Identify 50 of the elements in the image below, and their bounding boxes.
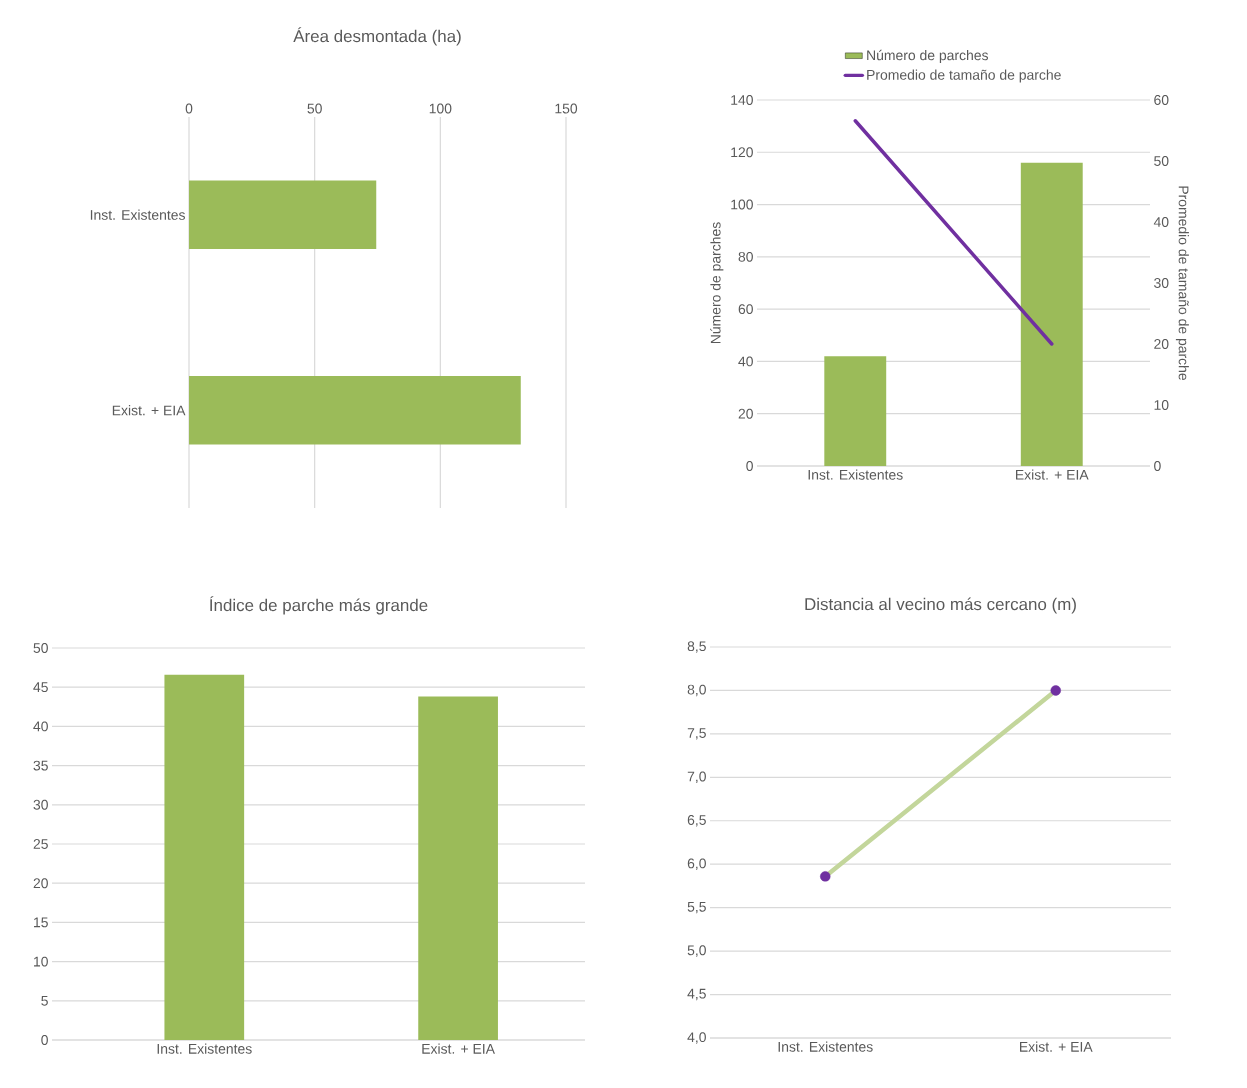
y2-tick-label: 10 [1154,400,1169,410]
y2-tick-label: 50 [1154,156,1169,166]
y-tick-label: 120 [731,147,753,158]
y-tick-label: 30 [33,799,48,810]
y2-tick-label: 30 [1154,278,1169,288]
y-tick-label: 60 [738,304,753,315]
x-tick-label: Exist. + EIA [422,1043,495,1054]
x-tick-label: Exist. + EIA [1020,1041,1093,1052]
x-tick-label: Inst. Existentes [157,1043,252,1054]
chart-title: Índice de parche más grande [209,596,428,615]
legend-label: Número de parches [867,49,989,63]
y-tick-label: 6,0 [687,858,706,870]
x-tick-label: Inst. Existentes [778,1041,873,1052]
y-tick-label: 8,5 [687,641,706,653]
x-tick-label: 50 [307,103,322,114]
y-tick-label: 0 [746,461,753,471]
y-tick-label: 80 [738,251,753,262]
y-tick-label: 25 [33,839,48,849]
y-tick-label: 50 [33,643,48,653]
x-tick-label: 150 [555,103,578,114]
y-tick-label: 7,0 [687,771,706,784]
y-tick-label: 7,5 [687,728,706,740]
y-tick-label: 40 [738,356,753,367]
y-tick-label: 4,0 [687,1032,706,1044]
y-tick-label: 10 [34,956,48,967]
y-tick-label: 8,0 [687,684,706,697]
y-tick-label: 100 [731,199,753,210]
y-tick-label: 6,5 [687,815,706,827]
y-tick-label: 15 [34,917,48,928]
y-tick-label: 40 [33,721,48,732]
y-tick-label: 20 [738,408,753,419]
y-tick-label: 140 [731,95,753,105]
y2-tick-label: 40 [1153,217,1169,227]
y-tick-label: 5,5 [687,901,706,914]
y-tick-label: 45 [33,682,48,693]
legend-label: Promedio de tamaño de parche [867,69,1061,83]
chart-title: Área desmontada (ha) [293,27,461,46]
x-tick-label: 0 [185,103,193,114]
y2-tick-label: 60 [1154,95,1169,105]
y2-tick-label: 20 [1154,339,1169,349]
x-tick-label: 100 [429,103,452,114]
y-tick-label: 20 [33,878,48,889]
y-tick-label: 4,5 [687,988,706,1001]
y-tick-label: 35 [33,760,48,771]
y2-axis-title: Promedio de tamaño de parche [1175,186,1189,381]
chart-title: Distancia al vecino más cercano (m) [805,597,1076,614]
y-axis-title: Número de parches [710,222,724,344]
y-tick-label: 5,0 [687,945,706,957]
y-tick-label: 5 [41,995,48,1006]
y2-tick-label: 0 [1154,461,1161,471]
